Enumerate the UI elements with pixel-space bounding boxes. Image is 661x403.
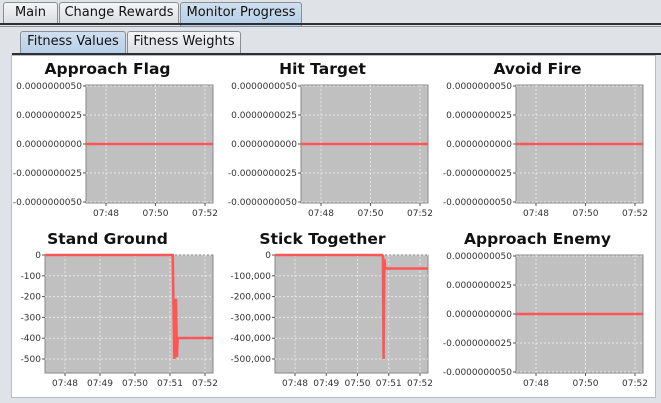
y-tick-label: 0: [265, 251, 271, 261]
y-tick-label: -400,000: [231, 334, 272, 344]
y-tick-label: -500: [21, 355, 42, 365]
series-line: [45, 253, 213, 360]
y-tick-label: 0.0000000025: [446, 281, 512, 291]
y-tick-label: -300,000: [231, 313, 272, 323]
chart-svg: 0.0000000050 0.0000000025 0.0000000000 -0.0…: [443, 82, 648, 219]
x-tick-label: 07:52: [622, 379, 648, 389]
y-tick-label: -300: [21, 313, 42, 323]
tab-change-rewards[interactable]: Change Rewards: [59, 2, 179, 24]
y-tick-label: 0.0000000025: [16, 111, 82, 121]
x-tick-label: 07:48: [523, 379, 549, 389]
y-tick-label: -100,000: [231, 272, 272, 282]
tab-fitness-values[interactable]: Fitness Values: [20, 31, 126, 55]
y-tick-label: 0.0000000050: [231, 82, 297, 92]
x-tick-label: 07:49: [313, 379, 339, 389]
y-tick-label: 0.0000000000: [446, 310, 512, 320]
x-tick-label: 07:50: [573, 379, 599, 389]
plot-area: [44, 254, 214, 374]
sub-tab-divider: [12, 53, 661, 55]
series-line: [275, 253, 428, 360]
y-tick-label: 0.0000000025: [446, 111, 512, 121]
x-tick-label: 07:51: [376, 379, 402, 389]
y-tick-label: 0.0000000025: [231, 111, 297, 121]
x-tick-label: 07:51: [157, 379, 183, 389]
y-tick-label: 0.0000000000: [231, 140, 297, 150]
chart-title: Approach Enemy: [464, 230, 611, 248]
x-tick-label: 07:48: [282, 379, 308, 389]
chart-title: Approach Flag: [44, 60, 171, 78]
y-tick-label: 0.0000000000: [446, 140, 512, 150]
chart-stick-together: Stick Together 0 -100,000 -200,000 -300,000 -…: [215, 227, 433, 397]
main-tab-bar: Main Change Rewards Monitor Progress: [0, 2, 661, 26]
chart-svg: 0.0000000050 0.0000000025 0.0000000000 -0.0…: [13, 82, 218, 219]
y-tick-label: -0.0000000025: [443, 339, 512, 349]
x-tick-label: 07:52: [407, 379, 433, 389]
x-tick-label: 07:48: [52, 379, 78, 389]
y-tick-label: -0.0000000025: [228, 169, 297, 179]
chart-title: Stick Together: [259, 230, 386, 248]
chart-hit-target: Hit Target 0.0000000050 0.0000000025 0.0000…: [215, 57, 433, 227]
y-tick-label: 0.0000000050: [16, 82, 82, 92]
y-tick-label: -100: [21, 272, 42, 282]
x-tick-label: 07:52: [407, 209, 433, 219]
chart-title: Hit Target: [279, 60, 366, 78]
plot-area: [274, 254, 429, 374]
y-tick-label: -0.0000000050: [443, 198, 512, 208]
x-tick-label: 07:48: [308, 209, 334, 219]
chart-approach-flag: Approach Flag 0.0000000050 0.0000000025 0.0…: [0, 57, 218, 227]
chart-title: Avoid Fire: [493, 60, 582, 78]
chart-avoid-fire: Avoid Fire 0.0000000050 0.0000000025 0.0000…: [430, 57, 648, 227]
tab-monitor-progress[interactable]: Monitor Progress: [180, 2, 302, 26]
main-tab-divider-light: [0, 26, 661, 27]
x-tick-label: 07:52: [192, 209, 218, 219]
chart-svg: 0.0000000050 0.0000000025 0.0000000000 -0.0…: [443, 252, 648, 389]
tab-fitness-weights[interactable]: Fitness Weights: [127, 31, 241, 53]
y-tick-label: -0.0000000050: [228, 198, 297, 208]
chart-stand-ground: Stand Ground 0 -100 -200 -300 -400 -500 07:48 07…: [0, 227, 218, 397]
y-tick-label: 0: [35, 251, 41, 261]
chart-svg: 0 -100,000 -200,000 -300,000 -400,000 -500,00…: [231, 251, 433, 389]
x-tick-label: 07:49: [87, 379, 113, 389]
x-tick-label: 07:50: [358, 209, 384, 219]
chart-title: Stand Ground: [47, 230, 168, 248]
y-tick-label: 0.0000000050: [446, 252, 512, 262]
x-tick-label: 07:50: [122, 379, 148, 389]
chart-svg: 0.0000000050 0.0000000025 0.0000000000 -0.0…: [228, 82, 433, 219]
tab-main[interactable]: Main: [3, 2, 58, 24]
y-tick-label: -200,000: [231, 293, 272, 303]
y-tick-label: 0.0000000050: [446, 82, 512, 92]
y-tick-label: -500,000: [231, 355, 272, 365]
x-tick-label: 07:48: [93, 209, 119, 219]
y-tick-label: -0.0000000050: [13, 198, 82, 208]
y-tick-label: -0.0000000050: [443, 368, 512, 378]
x-tick-label: 07:50: [573, 209, 599, 219]
x-tick-label: 07:50: [345, 379, 371, 389]
x-tick-label: 07:50: [143, 209, 169, 219]
y-tick-label: -0.0000000025: [443, 169, 512, 179]
y-tick-label: -200: [21, 293, 42, 303]
x-tick-label: 07:52: [192, 379, 218, 389]
x-tick-label: 07:48: [523, 209, 549, 219]
y-tick-label: -400: [21, 334, 42, 344]
x-tick-label: 07:52: [622, 209, 648, 219]
sub-tab-bar: Fitness Values Fitness Weights: [0, 31, 661, 55]
y-tick-label: -0.0000000025: [13, 169, 82, 179]
chart-svg: 0 -100 -200 -300 -400 -500 07:48 07:49 07:50 07:5…: [21, 251, 218, 389]
chart-approach-enemy: Approach Enemy 0.0000000050 0.0000000025 0.…: [430, 227, 648, 397]
main-tab-divider: [0, 23, 661, 25]
y-tick-label: 0.0000000000: [16, 140, 82, 150]
